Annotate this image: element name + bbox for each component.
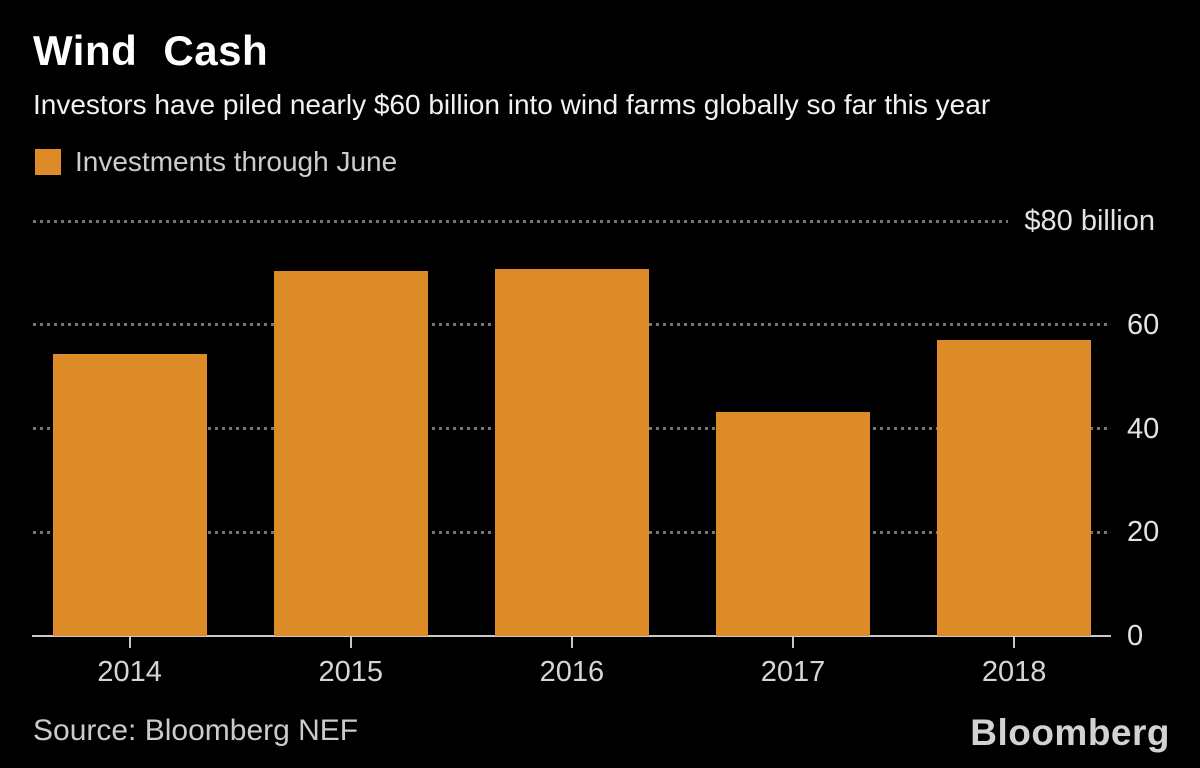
bloomberg-logo: Bloomberg [970,712,1170,753]
legend-swatch-icon [35,149,61,175]
gridline-80 [33,219,1008,223]
chart-title: Wind Cash [33,27,269,74]
bar-2017 [716,411,870,636]
y-axis-label-40: 40 [1127,412,1160,445]
bar-2016 [494,268,649,636]
x-axis-label-2017: 2017 [760,656,826,688]
x-axis-label-2015: 2015 [318,656,384,688]
legend: Investments through June [35,146,397,178]
y-axis-label-60: 60 [1127,308,1160,341]
x-axis-label-2016: 2016 [539,656,605,688]
x-axis-tick-2017 [792,636,794,648]
y-axis-label-0: 0 [1127,620,1144,652]
x-axis-tick-2018 [1013,636,1016,648]
legend-label: Investments through June [75,146,398,177]
bar-2014 [52,354,207,636]
x-axis-label-2014: 2014 [97,656,162,688]
y-axis-label-20: 20 [1127,516,1160,549]
source-note: Source: Bloomberg NEF [33,714,359,747]
x-axis-tick-2014 [128,636,131,648]
x-axis-label-2018: 2018 [981,656,1047,688]
y-axis-label-80: $80 billion [1024,205,1155,237]
bar-2018 [937,339,1092,636]
x-axis-tick-2015 [349,636,352,648]
x-axis-tick-2016 [570,636,573,648]
chart-subtitle: Investors have piled nearly $60 billion … [33,89,991,120]
bar-2015 [273,270,428,636]
